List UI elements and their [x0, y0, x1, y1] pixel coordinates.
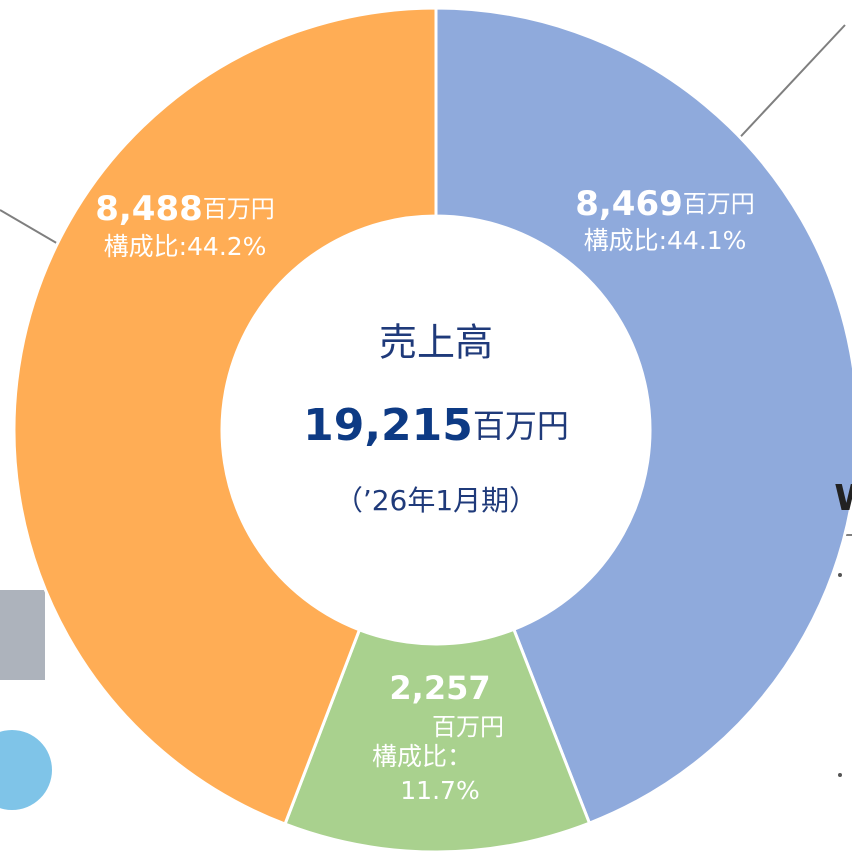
value-label: 8,488百万円	[95, 189, 275, 229]
share-label: 構成比:44.2%	[104, 232, 267, 261]
leader-line	[729, 24, 846, 149]
share-label: 11.7%	[400, 776, 479, 805]
center-value: 19,215	[303, 400, 473, 451]
center-period: （’26年1月期）	[335, 484, 537, 517]
slices	[12, 6, 852, 851]
center-total: 19,215百万円	[303, 400, 569, 451]
slice	[283, 627, 592, 851]
value-number: 2,257	[389, 669, 490, 707]
slice	[12, 6, 438, 827]
bullet	[838, 773, 842, 777]
center-unit: 百万円	[473, 407, 569, 445]
globe-image	[0, 730, 52, 810]
value-unit: 百万円	[203, 195, 275, 223]
value-number: 8,488	[95, 189, 203, 229]
value-unit: 百万円	[683, 190, 755, 218]
share-label: 構成比：	[372, 742, 472, 771]
decor	[0, 24, 852, 810]
bullet	[838, 573, 842, 577]
slice	[434, 6, 852, 826]
share-label: 構成比:44.1%	[584, 226, 747, 255]
value-label: 2,257	[389, 669, 490, 707]
value-unit: 百万円	[432, 713, 504, 741]
value-label: 8,469百万円	[575, 184, 755, 224]
value-number: 8,469	[575, 184, 683, 224]
center-title: 売上高	[379, 321, 493, 365]
annotation: W	[834, 478, 852, 519]
equipment-image	[0, 590, 45, 680]
